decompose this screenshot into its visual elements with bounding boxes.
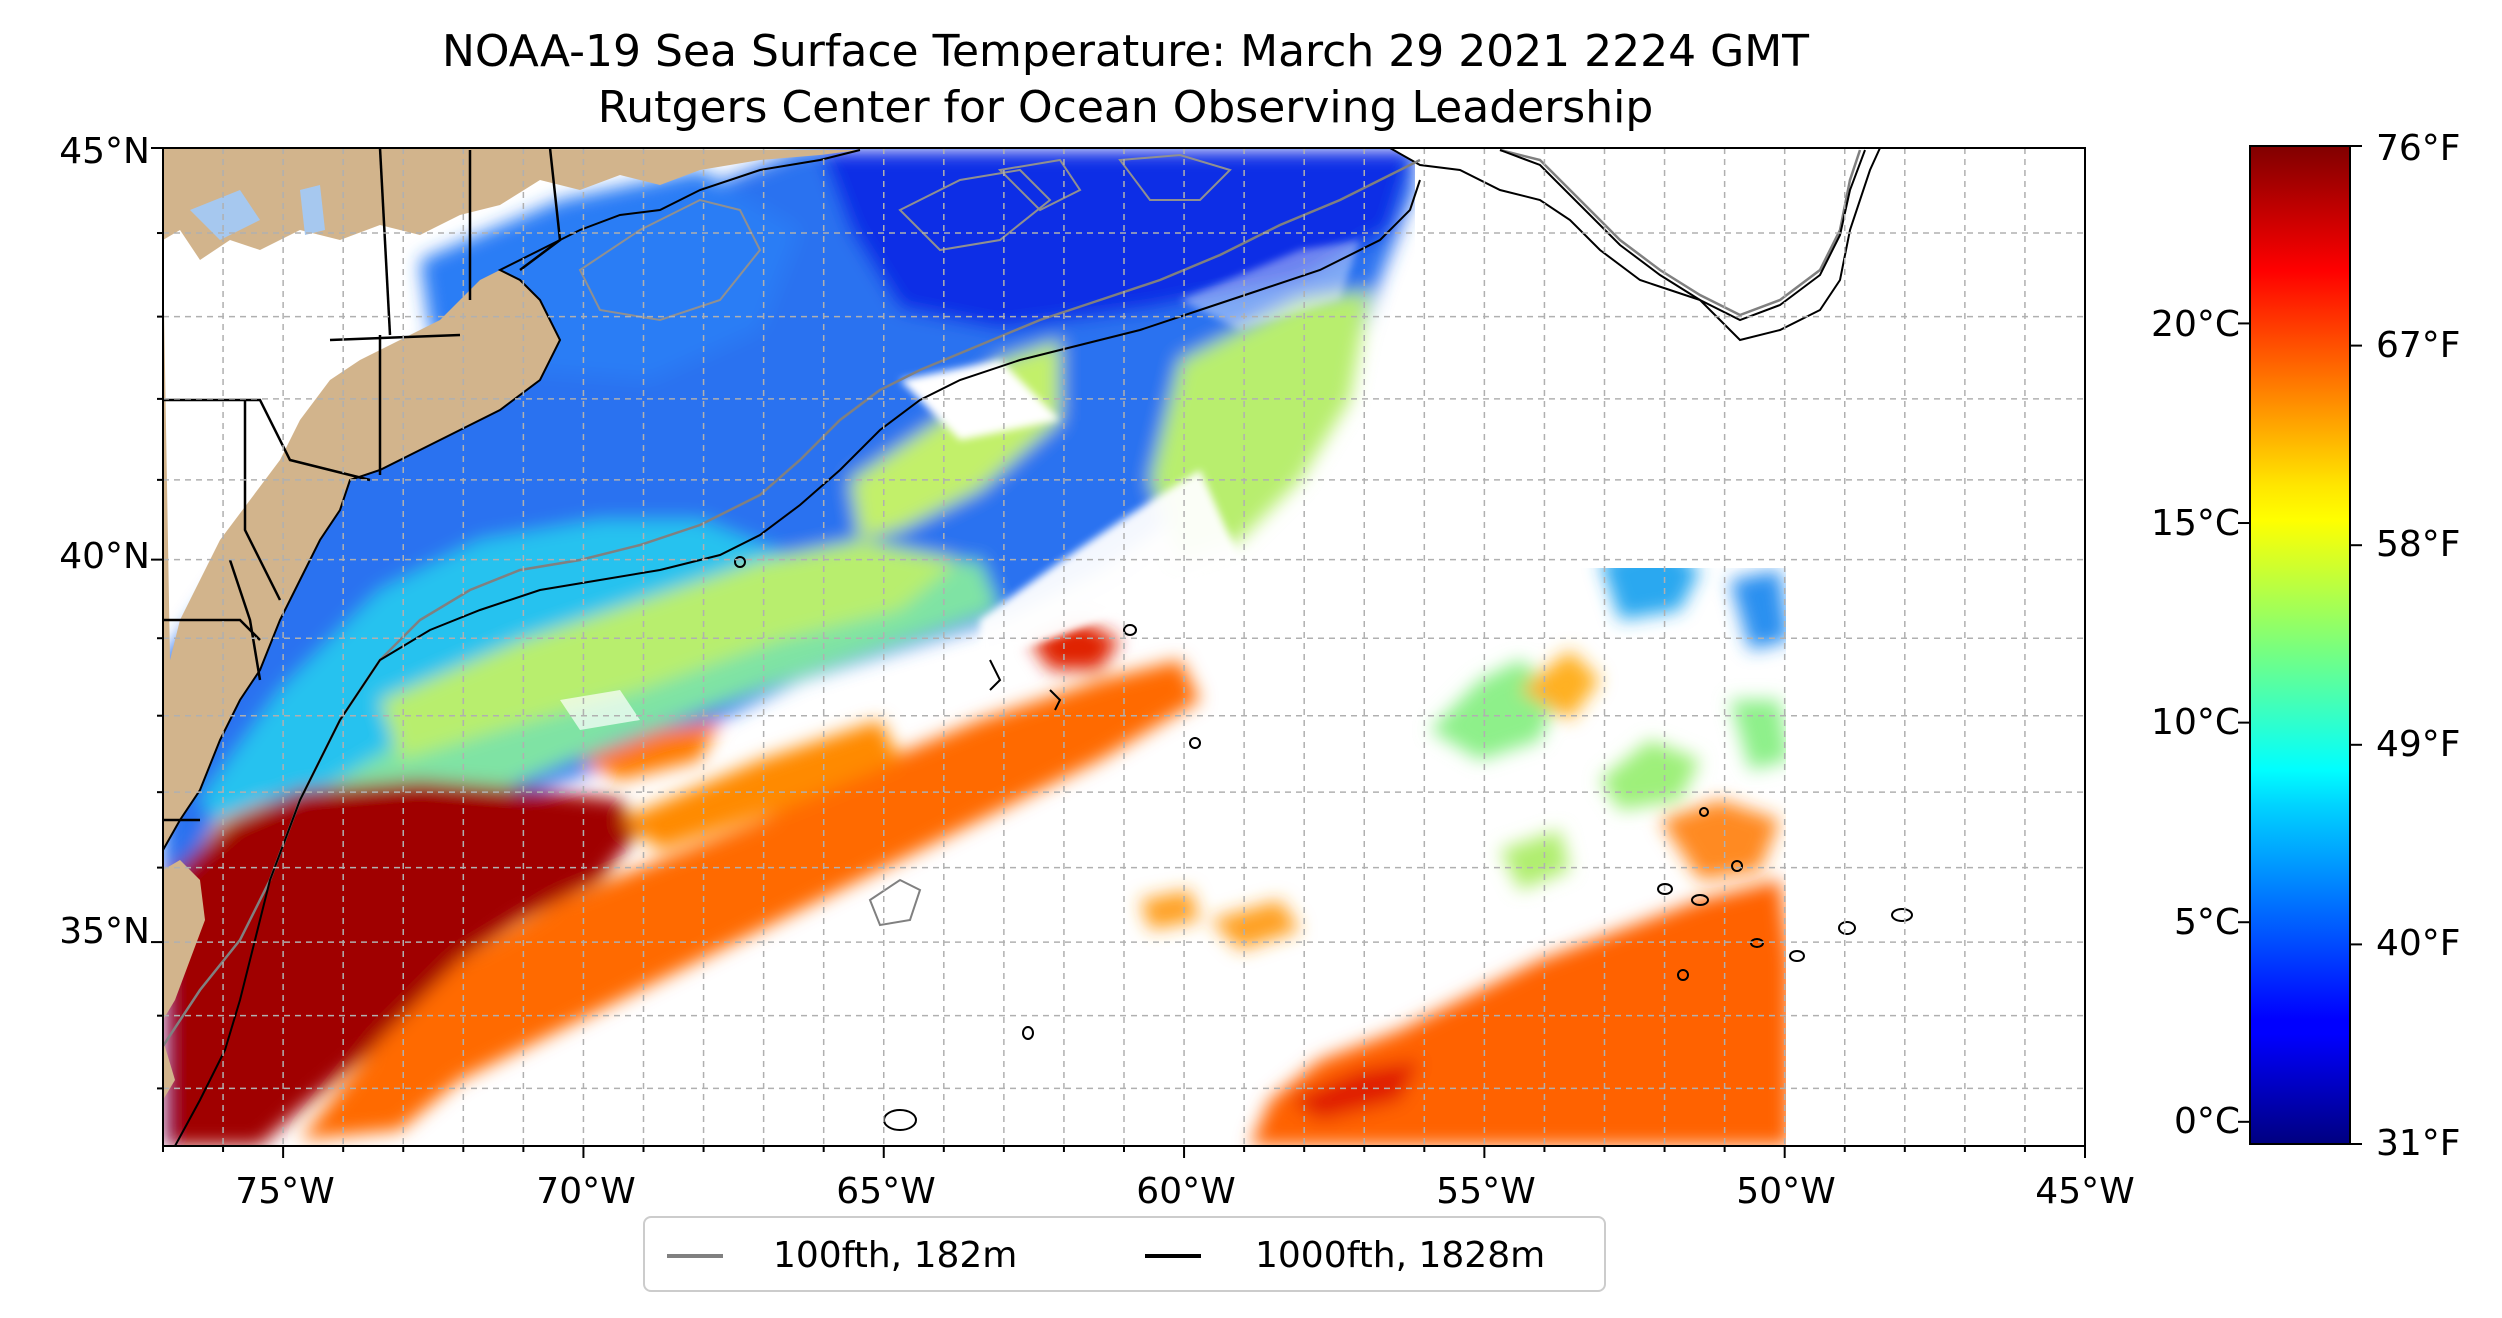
colorbar bbox=[2249, 145, 2351, 1145]
colorbar-label-67f: 67°F bbox=[2376, 325, 2461, 366]
gridlines bbox=[163, 148, 2085, 1146]
lon-label-65w: 65°W bbox=[836, 1171, 936, 1212]
colorbar-label-58f: 58°F bbox=[2376, 524, 2461, 565]
legend-swatch-100fth bbox=[667, 1254, 723, 1258]
lon-label-55w: 55°W bbox=[1436, 1171, 1536, 1212]
lon-label-45w: 45°W bbox=[2035, 1171, 2135, 1212]
colorbar-label-20c: 20°C bbox=[2151, 304, 2240, 345]
lat-label-40: 40°N bbox=[59, 536, 150, 577]
legend: 100fth, 182m 1000fth, 1828m bbox=[643, 1216, 1606, 1292]
isobath-1000fth bbox=[174, 149, 1866, 1146]
lon-label-50w: 50°W bbox=[1736, 1171, 1836, 1212]
lat-label-35: 35°N bbox=[59, 911, 150, 952]
figure-subtitle: Rutgers Center for Ocean Observing Leade… bbox=[597, 82, 1654, 133]
legend-swatch-1000fth bbox=[1145, 1254, 1201, 1258]
colorbar-label-0c: 0°C bbox=[2173, 1101, 2240, 1142]
state-boundaries bbox=[163, 148, 562, 822]
colorbar-label-40f: 40°F bbox=[2376, 923, 2461, 964]
lon-label-70w: 70°W bbox=[536, 1171, 636, 1212]
axis-ticks bbox=[151, 147, 2086, 1158]
colorbar-label-49f: 49°F bbox=[2376, 724, 2461, 765]
figure-title: NOAA-19 Sea Surface Temperature: March 2… bbox=[441, 26, 1810, 77]
colorbar-label-15c: 15°C bbox=[2151, 503, 2240, 544]
colorbar-label-31f: 31°F bbox=[2376, 1123, 2461, 1164]
lon-label-60w: 60°W bbox=[1136, 1171, 1236, 1212]
colorbar-label-10c: 10°C bbox=[2151, 702, 2240, 743]
lat-label-45: 45°N bbox=[59, 131, 150, 172]
legend-label-1000fth: 1000fth, 1828m bbox=[1255, 1235, 1546, 1276]
colorbar-label-5c: 5°C bbox=[2173, 902, 2240, 943]
coastline bbox=[163, 149, 861, 851]
legend-label-100fth: 100fth, 182m bbox=[773, 1235, 1018, 1276]
lon-label-75w: 75°W bbox=[235, 1171, 335, 1212]
colorbar-ticks bbox=[2238, 145, 2362, 1145]
colorbar-label-76f: 76°F bbox=[2376, 128, 2461, 169]
land bbox=[163, 148, 860, 1020]
